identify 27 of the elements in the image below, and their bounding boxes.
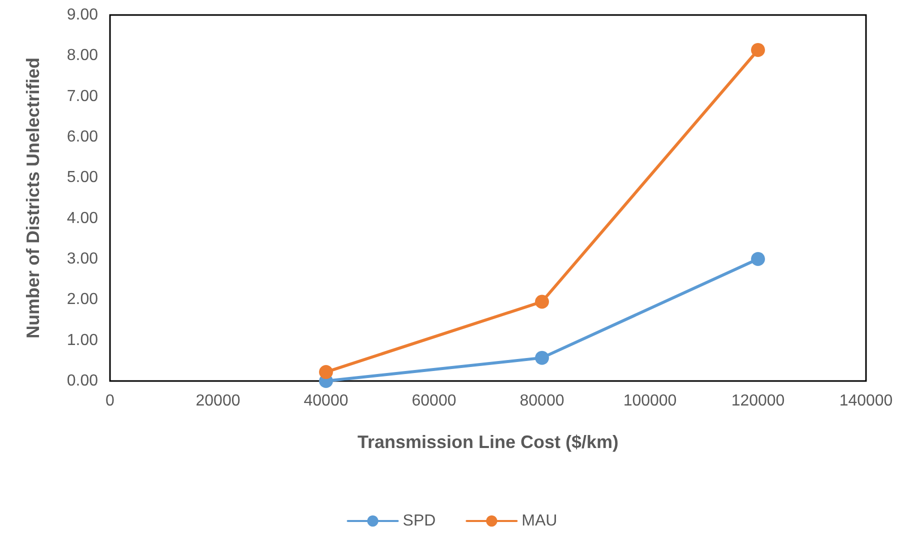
point <box>535 294 549 309</box>
y-tick-label: 7.00 <box>66 88 98 105</box>
x-tick-label: 100000 <box>623 392 677 410</box>
y-tick-label: 6.00 <box>66 128 98 146</box>
point <box>319 365 333 380</box>
legend-label: SPD <box>402 512 436 530</box>
x-tick-label: 80000 <box>520 392 564 410</box>
legend-label: MAU <box>522 512 558 530</box>
x-tick-label: 20000 <box>196 392 240 410</box>
x-tick-label: 60000 <box>412 392 456 410</box>
y-axis-title: Number of Districts Unelectrified <box>23 57 43 339</box>
x-tick-label: 40000 <box>304 392 348 410</box>
point <box>751 42 765 57</box>
x-tick-label: 120000 <box>731 392 785 410</box>
y-tick-label: 4.00 <box>66 210 98 227</box>
y-tick-label: 9.00 <box>66 6 98 24</box>
y-tick-label: 0.00 <box>66 372 98 390</box>
y-tick-label: 8.00 <box>66 47 98 64</box>
y-tick-label: 5.00 <box>66 169 98 186</box>
y-tick-label: 2.00 <box>66 291 98 308</box>
point <box>751 252 765 266</box>
y-tick-label: 3.00 <box>66 250 98 268</box>
point <box>535 350 549 365</box>
x-tick-label: 0 <box>106 392 115 410</box>
y-tick-label: 1.00 <box>66 332 98 349</box>
x-axis-title: Transmission Line Cost ($/km) <box>357 432 619 452</box>
x-tick-label: 140000 <box>839 392 893 410</box>
